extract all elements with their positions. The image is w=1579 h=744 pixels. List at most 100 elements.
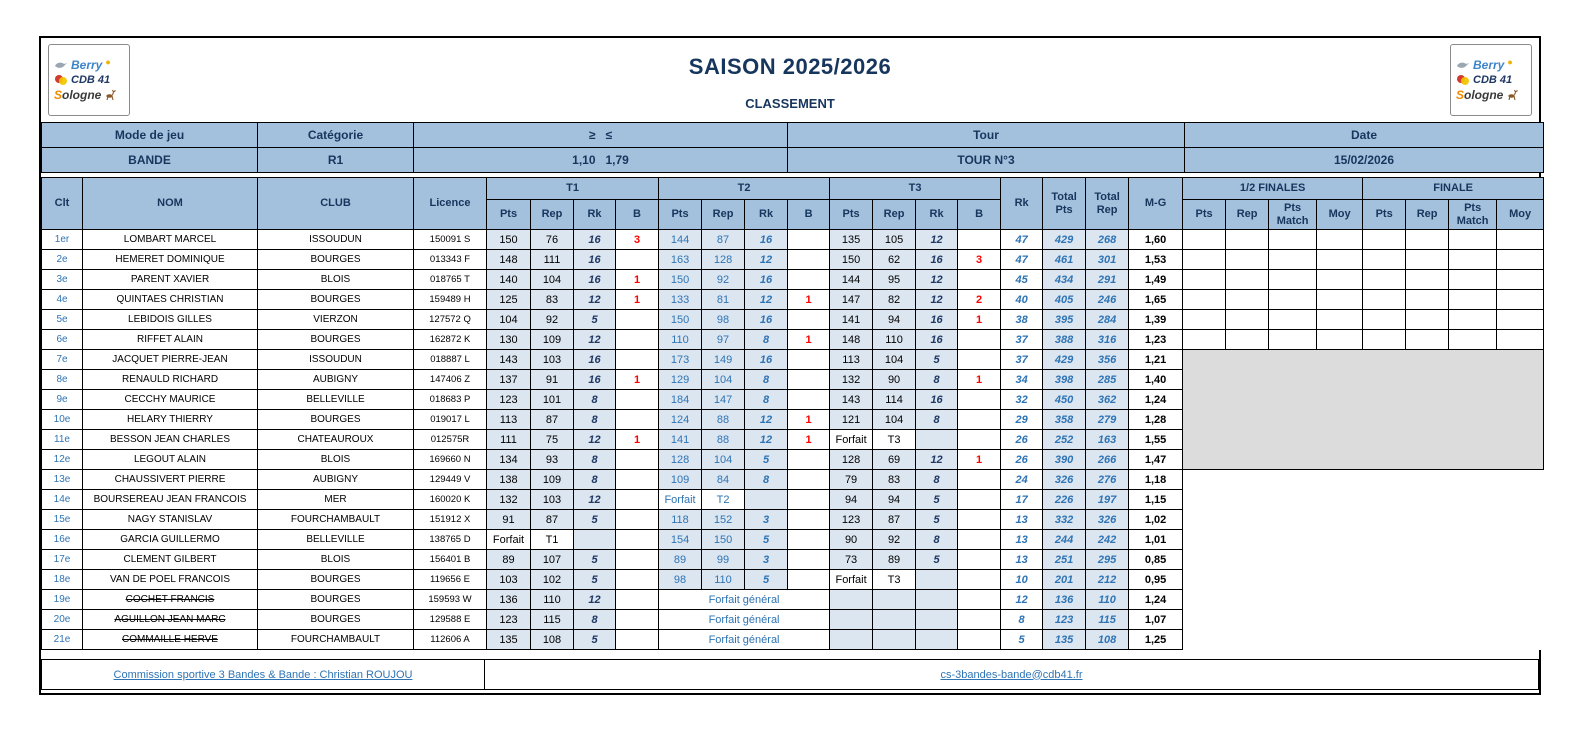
cell-club: AUBIGNY xyxy=(257,469,414,490)
commission-link[interactable]: Commission sportive 3 Bandes & Bande : C… xyxy=(113,668,413,681)
berry-dot: ● xyxy=(1507,56,1513,67)
col-header-t3-pts: Pts xyxy=(829,199,874,230)
cell-t3-b xyxy=(957,529,1002,550)
cell-total-rep: 301 xyxy=(1085,249,1130,270)
cell-demi-ptsmatch xyxy=(1268,229,1318,250)
cell-t1-pts: 113 xyxy=(486,409,531,430)
col-header-t3-rk: Rk xyxy=(915,199,959,230)
cell-t2-rep: 128 xyxy=(701,249,746,270)
cell-t3-b: 1 xyxy=(957,309,1002,330)
cell-t2-pts: 129 xyxy=(658,369,703,390)
cell-demi-pts xyxy=(1182,289,1227,310)
cell-t2-rk: 12 xyxy=(744,429,789,450)
berry-bird-icon xyxy=(55,62,67,68)
top-band: Berry ● CDB 41 Sologne SAISON 2025/2026 C… xyxy=(41,38,1539,122)
cell-licence: 156401 B xyxy=(413,549,487,570)
cell-t1-pts: 123 xyxy=(486,389,531,410)
cell-total-pts: 390 xyxy=(1042,449,1087,470)
cell-club: BOURGES xyxy=(257,249,414,270)
cell-t2-b: 1 xyxy=(787,289,831,310)
cell-t1-rep: 92 xyxy=(530,309,574,330)
cell-demi-moy xyxy=(1316,269,1364,290)
cell-t2-rep: 150 xyxy=(701,529,746,550)
cell-t3-b xyxy=(957,389,1002,410)
cell-t2-pts: 98 xyxy=(658,569,703,590)
col-header-t2-b: B xyxy=(787,199,831,230)
cell-mg: 1,65 xyxy=(1128,289,1184,310)
cell-rank: 7e xyxy=(41,349,83,370)
cell-total-pts: 244 xyxy=(1042,529,1087,550)
cell-licence: 147406 Z xyxy=(413,369,487,390)
cell-t3-rk: 8 xyxy=(915,469,959,490)
cell-rank: 3e xyxy=(41,269,83,290)
cell-total-pts: 429 xyxy=(1042,349,1087,370)
cell-t3-b: 2 xyxy=(957,289,1002,310)
cell-t3-b: 1 xyxy=(957,369,1002,390)
cell-mg: 1,18 xyxy=(1128,469,1184,490)
finals-empty xyxy=(1182,489,1544,510)
col-header-demi-moy: Moy xyxy=(1316,199,1364,230)
header-sub-row: Pts Rep Rk B Pts Rep Rk B Pts Rep Rk B P… xyxy=(42,199,1545,230)
cell-rk-total: 26 xyxy=(1000,449,1044,470)
meta-value-tour: TOUR N°3 xyxy=(787,147,1185,173)
cell-t1-pts: 138 xyxy=(486,469,531,490)
cell-licence: 018765 T xyxy=(413,269,487,290)
table-row: 13e CHAUSSIVERT PIERRE AUBIGNY 129449 V 138 1… xyxy=(41,469,1544,490)
cell-t2-rep: 110 xyxy=(701,569,746,590)
cell-t3-b xyxy=(957,409,1002,430)
cell-t3-rep: 94 xyxy=(872,489,917,510)
cell-mg: 1,28 xyxy=(1128,409,1184,430)
cell-t2-rk: 12 xyxy=(744,289,789,310)
cell-t3-rk: 12 xyxy=(915,269,959,290)
table-row: 1er LOMBART MARCEL ISSOUDUN 150091 S 150 76 16… xyxy=(41,229,1545,250)
cell-demi-moy xyxy=(1316,289,1364,310)
cell-rank: 4e xyxy=(41,289,83,310)
cell-t2-pts: 163 xyxy=(658,249,703,270)
table-row: 4e QUINTAES CHRISTIAN BOURGES 159489 H 125 83… xyxy=(41,289,1545,310)
cell-t1-rep: 102 xyxy=(530,569,574,590)
cell-t2-rep: 84 xyxy=(701,469,746,490)
cell-total-rep: 212 xyxy=(1085,569,1130,590)
cell-t1-rep: 87 xyxy=(530,509,574,530)
cell-demi-pts xyxy=(1182,229,1227,250)
cell-demi-ptsmatch xyxy=(1268,269,1318,290)
cell-finale-pts xyxy=(1362,269,1407,290)
cell-t2-rk: 16 xyxy=(744,309,789,330)
cell-t3-rep: 83 xyxy=(872,469,917,490)
cell-t3-pts: 148 xyxy=(829,329,874,350)
cell-licence: 127572 Q xyxy=(413,309,487,330)
col-header-total-pts: Total Pts xyxy=(1042,177,1087,230)
cell-rank: 10e xyxy=(41,409,83,430)
table-row: 11e BESSON JEAN CHARLES CHATEAUROUX 012575R… xyxy=(41,429,1544,450)
cell-club: FOURCHAMBAULT xyxy=(257,629,414,650)
cell-club: FOURCHAMBAULT xyxy=(257,509,414,530)
cell-t1-rep: 75 xyxy=(530,429,574,450)
cell-total-pts: 388 xyxy=(1042,329,1087,350)
cell-total-pts: 395 xyxy=(1042,309,1087,330)
col-header-finale-rep: Rep xyxy=(1405,199,1450,230)
cell-t1-pts: 130 xyxy=(486,329,531,350)
cell-rank: 16e xyxy=(41,529,83,550)
cell-t1-pts: 136 xyxy=(486,589,531,610)
cell-total-pts: 201 xyxy=(1042,569,1087,590)
cell-t1-b xyxy=(614,309,660,330)
col-header-clt: Clt xyxy=(41,177,83,230)
cell-licence: 012575R xyxy=(413,429,487,450)
cell-mg: 1,07 xyxy=(1128,609,1184,630)
cell-t2-b xyxy=(787,449,831,470)
cell-total-pts: 135 xyxy=(1042,629,1087,650)
cell-licence: 018683 P xyxy=(413,389,487,410)
cell-t3-rep: 62 xyxy=(872,249,917,270)
cell-t1-pts: 111 xyxy=(486,429,531,450)
cell-t2-rk: 5 xyxy=(744,569,789,590)
cell-total-rep: 246 xyxy=(1085,289,1130,310)
cell-club: ISSOUDUN xyxy=(257,349,414,370)
cell-t2-rk: 5 xyxy=(744,529,789,550)
email-link[interactable]: cs-3bandes-bande@cdb41.fr xyxy=(940,668,1083,681)
cell-t1-rk: 5 xyxy=(573,569,616,590)
cell-t2-pts: 118 xyxy=(658,509,703,530)
cell-rk-total: 37 xyxy=(1000,329,1044,350)
col-header-t2-rep: Rep xyxy=(701,199,746,230)
cell-licence: 013343 F xyxy=(413,249,487,270)
